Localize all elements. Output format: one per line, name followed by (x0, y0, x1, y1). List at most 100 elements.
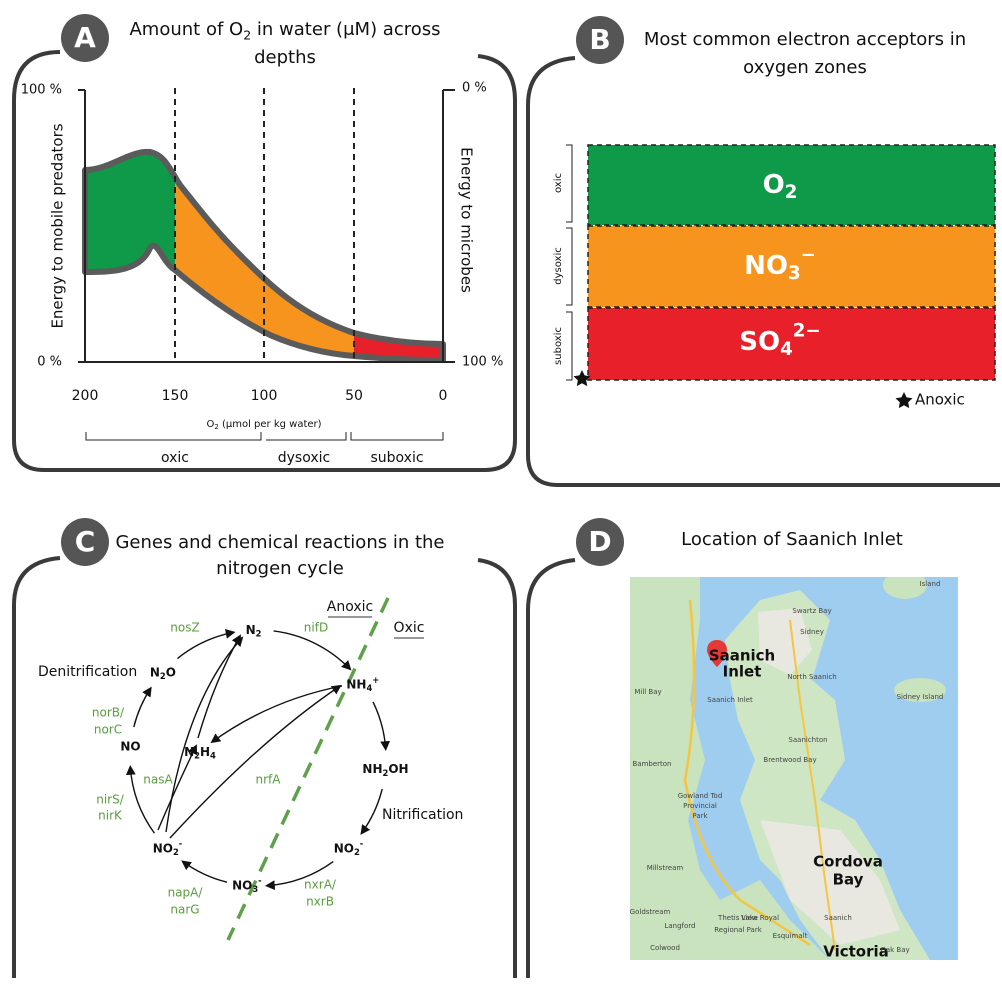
text-part: 2− (793, 321, 821, 342)
page: { "panel_a":{"badge":"A","title":["Amoun… (0, 0, 1002, 981)
node: NH2OH (362, 762, 408, 778)
minor-place-label: Regional Park (714, 926, 762, 934)
tick-label: 100 % (21, 83, 62, 98)
gene: nirS/ (96, 793, 124, 807)
minor-place-label: Gowland Tod (678, 792, 723, 800)
text-part: NH (346, 677, 366, 691)
node: N2H4 (184, 745, 216, 761)
text-part: H (200, 745, 210, 759)
gene: nirK (98, 809, 123, 823)
zone-label: Oxic (394, 620, 425, 636)
zone-label: dysoxic (278, 450, 330, 466)
title: nitrogen cycle (216, 558, 344, 579)
title: depths (254, 47, 316, 68)
cycle-arrow (274, 631, 350, 669)
tick-label: 0 % (462, 81, 487, 96)
text-part: N (184, 745, 194, 759)
gene: nasA (143, 773, 173, 787)
text-part: OH (388, 762, 408, 776)
text-part: - (360, 838, 364, 848)
title: oxygen zones (743, 57, 867, 78)
text-part: 2 (785, 182, 798, 203)
node: NO2- (153, 838, 183, 856)
node: N2 (246, 623, 262, 639)
text-part: SO (739, 327, 780, 357)
tick-label: 150 (162, 388, 189, 404)
text-part: - (179, 838, 183, 848)
text-part: O (206, 419, 214, 430)
title: Most common electron acceptors in (644, 29, 966, 50)
node: NO (120, 739, 140, 753)
gene: narG (170, 903, 199, 917)
place-label: Bay (833, 871, 864, 889)
title: Amount of O2 in water (μM) across (129, 19, 440, 42)
text-part: - (258, 875, 262, 885)
axis-label: Energy to mobile predators (49, 123, 67, 328)
zone-label: suboxic (370, 450, 423, 466)
axis-label: Energy to microbes (458, 147, 476, 293)
gene: nosZ (170, 621, 199, 635)
tick-label: 0 (439, 388, 448, 404)
figure: ABCDAmount of O2 in water (μM) acrossdep… (0, 0, 1002, 981)
tick-label: 100 (251, 388, 278, 404)
place-label: Inlet (723, 663, 762, 681)
minor-place-label: Mill Bay (634, 688, 661, 696)
frame-c (14, 558, 60, 978)
text-part: + (372, 674, 379, 684)
text-part: N (246, 623, 256, 637)
tick-label: 100 % (462, 355, 503, 370)
process: Denitrification (38, 664, 137, 680)
oxic-region (80, 140, 175, 380)
minor-place-label: Oak Bay (880, 946, 909, 954)
title: Location of Saanich Inlet (681, 529, 903, 550)
minor-place-label: Saanich (824, 914, 852, 922)
minor-place-label: Colwood (650, 944, 680, 952)
node: NO3- (232, 875, 262, 893)
badge-letter: B (589, 23, 610, 56)
text-part: (μmol per kg water) (219, 419, 322, 430)
text-part: in water (μM) across (251, 19, 440, 40)
text-part: 2 (256, 628, 262, 638)
gene: nxrB (306, 895, 334, 909)
frame-c-right (478, 560, 515, 978)
minor-place-label: Provincial (683, 802, 717, 810)
minor-place-label: Esquimalt (773, 932, 808, 940)
text-part: 3 (788, 263, 801, 284)
text-part: 4 (780, 339, 793, 360)
minor-place-label: Saanich Inlet (707, 696, 753, 704)
zone-label: suboxic (553, 327, 564, 365)
minor-place-label: Saanichton (788, 736, 827, 744)
text-part: NO (232, 878, 252, 892)
text-part: − (801, 245, 816, 266)
axis-label: O2 (μmol per kg water) (206, 419, 321, 431)
zone-label: Anoxic (327, 599, 373, 615)
minor-place-label: Island (920, 580, 941, 588)
gene: nxrA/ (304, 878, 337, 892)
process: Nitrification (382, 807, 463, 823)
gene: norB/ (92, 706, 125, 720)
text-part: O (763, 170, 785, 200)
minor-place-label: Goldstream (630, 908, 671, 916)
node: NH4+ (346, 674, 379, 692)
text-part: NH (362, 762, 382, 776)
cycle-arrow (373, 702, 386, 749)
text-part: NO (153, 841, 173, 855)
minor-place-label: Sidney Island (897, 693, 944, 701)
cycle-arrow (177, 632, 233, 658)
gene: nifD (304, 621, 328, 635)
text-part: 4 (210, 750, 216, 760)
tick-label: 200 (72, 388, 99, 404)
text-part: 2 (243, 27, 251, 42)
zone-label: oxic (161, 450, 189, 466)
minor-place-label: North Saanich (787, 673, 837, 681)
legend-star (896, 392, 913, 408)
node: N2O (150, 665, 176, 681)
gene: napA/ (168, 886, 204, 900)
text-part: O (166, 665, 176, 679)
minor-place-label: Park (692, 812, 708, 820)
minor-place-label: Millstream (647, 864, 684, 872)
arrow (158, 746, 196, 830)
gene: nrfA (256, 773, 282, 787)
minor-place-label: Swartz Bay (792, 607, 831, 615)
place-label: Cordova (813, 853, 883, 871)
